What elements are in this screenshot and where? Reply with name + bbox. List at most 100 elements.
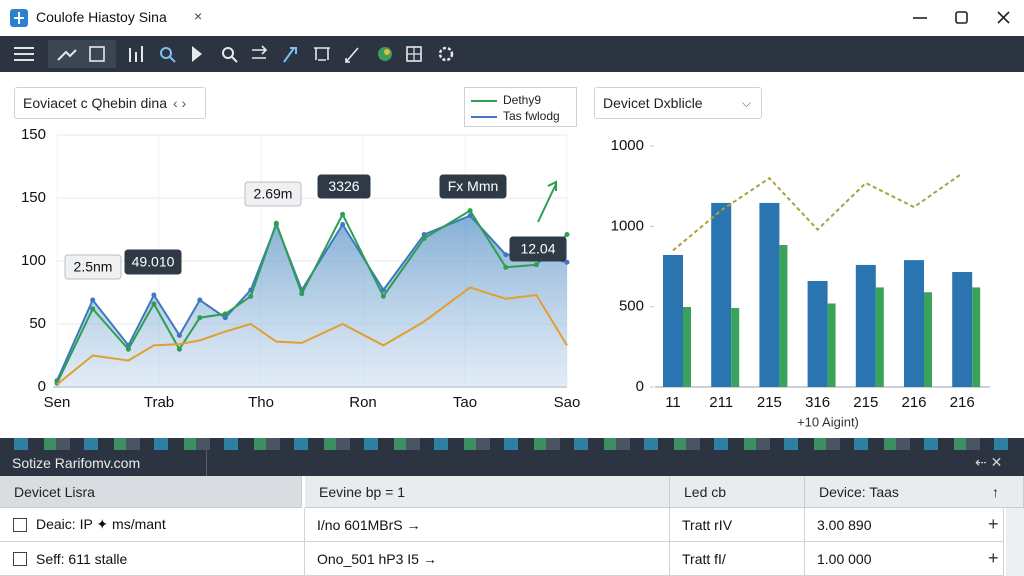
point [125, 346, 131, 352]
x-tick-label: Trab [144, 394, 174, 411]
cell-text: Seff: 611 stalle [36, 550, 128, 567]
y-tick-label: 150 [21, 189, 46, 206]
table-cell: 1.00 000 [805, 542, 1004, 576]
y-tick-label: 1000 [611, 217, 644, 234]
dropdown[interactable]: Eoviacet c Qhebin dina ‹ › [14, 87, 206, 119]
cell-text: Ono_501 hP3 I5 → [317, 550, 437, 567]
cell-text: Deaic: IP ✦ ms/mant [36, 516, 166, 532]
y-tick-label: 1000 [611, 137, 644, 154]
point [380, 287, 386, 293]
row-checkbox[interactable] [13, 518, 27, 532]
annotation-box [124, 249, 182, 275]
annotation-box [509, 236, 567, 262]
x-tick-label: Sen [44, 394, 71, 411]
x-tick-label: 316 [805, 394, 830, 411]
column-header: Devicet Lisra [0, 476, 302, 508]
table-cell: Deaic: IP ✦ ms/mant [0, 508, 305, 542]
annotation-box [244, 181, 302, 207]
bar [779, 245, 788, 387]
toolbar [0, 36, 1024, 72]
annotation: 3326 [328, 178, 359, 194]
annotation: 2.5nm [74, 259, 113, 275]
cell-text: 3.00 890 [817, 516, 872, 533]
x-axis-label: +10 Aigint) [797, 414, 859, 429]
column-header: Eevine bp = 1 [305, 476, 670, 508]
trend-arrow [537, 180, 557, 223]
panel-header: Sotize Rarifomv.com ⇠ ✕ [0, 450, 1024, 476]
point [421, 232, 427, 238]
point [564, 259, 570, 265]
scrollbar [1006, 542, 1024, 576]
point [503, 264, 509, 270]
column-header: Led cb [670, 476, 805, 508]
x-tick-label: 11 [665, 394, 681, 411]
legend-swatch [471, 100, 497, 102]
row-checkbox[interactable] [13, 552, 27, 566]
window-controls[interactable] [905, 8, 1015, 28]
dropdown[interactable]: Devicet Dxblicle ⌵ [594, 87, 762, 119]
annotation: 2.69m [254, 186, 293, 202]
point [340, 211, 346, 217]
point [151, 292, 157, 298]
cell-text: Tratt rIV [682, 516, 733, 533]
y-tick-label: 100 [21, 252, 46, 269]
x-tick-label: 216 [901, 394, 926, 411]
x-tick-label: Ron [349, 394, 377, 411]
x-tick-label: Sao [554, 394, 581, 411]
row-add: + [988, 548, 999, 568]
annotation: 12.04 [520, 241, 555, 257]
x-tick-label: 211 [709, 394, 733, 411]
point [299, 291, 305, 297]
dropdown-arrows[interactable]: ‹ › [172, 95, 187, 111]
bar [807, 280, 828, 387]
panel-controls[interactable]: ⇠ ✕ [975, 454, 1003, 470]
bar [683, 307, 691, 387]
point [273, 220, 279, 226]
y-tick-label: 50 [29, 315, 46, 332]
cell-text: Tratt fI/ [682, 550, 726, 567]
bar [952, 271, 973, 387]
point [151, 301, 157, 307]
bar [855, 264, 876, 387]
column-header: Device: Taas [805, 476, 1024, 508]
annotation-box [64, 254, 122, 280]
x-tick-label: Tho [248, 394, 274, 411]
point [222, 311, 228, 317]
bar [731, 307, 740, 387]
x-tick-label: Tao [453, 394, 477, 411]
annotation-box [317, 174, 371, 199]
bar [711, 202, 732, 387]
point [340, 221, 346, 227]
table-cell: Ono_501 hP3 I5 → [305, 542, 670, 576]
table-cell: Tratt fI/ [670, 542, 805, 576]
row-add: + [988, 514, 999, 534]
point [90, 306, 96, 312]
table-cell: I/no 601MBrS → [305, 508, 670, 542]
close-tab[interactable]: × [194, 8, 203, 24]
dropdown-caret[interactable]: ⌵ [741, 95, 751, 110]
annotation-box [439, 174, 507, 199]
bar [875, 287, 884, 387]
title-bar: Coulofe Hiastoy Sina × [0, 0, 1024, 37]
point [176, 346, 182, 352]
y-tick-label: 0 [636, 378, 644, 395]
bar [663, 254, 683, 387]
point [90, 297, 96, 303]
cell-text: I/no 601MBrS → [317, 516, 421, 533]
table-cell: Seff: 611 stalle [0, 542, 305, 576]
legend-label: Tas fwlodg [503, 109, 560, 123]
bar [924, 292, 932, 387]
table-cell: Tratt rIV [670, 508, 805, 542]
annotation: Fx Mmn [448, 178, 499, 194]
point [222, 315, 228, 321]
series-line [672, 172, 963, 252]
x-tick-label: 215 [757, 394, 782, 411]
point [421, 235, 427, 241]
point [533, 262, 539, 268]
status-strip [0, 438, 1024, 450]
scrollbar [1006, 508, 1024, 542]
cell-text: 1.00 000 [817, 550, 872, 567]
toolbar-icons[interactable] [0, 36, 470, 72]
app-icon [10, 9, 28, 27]
point [197, 297, 203, 303]
